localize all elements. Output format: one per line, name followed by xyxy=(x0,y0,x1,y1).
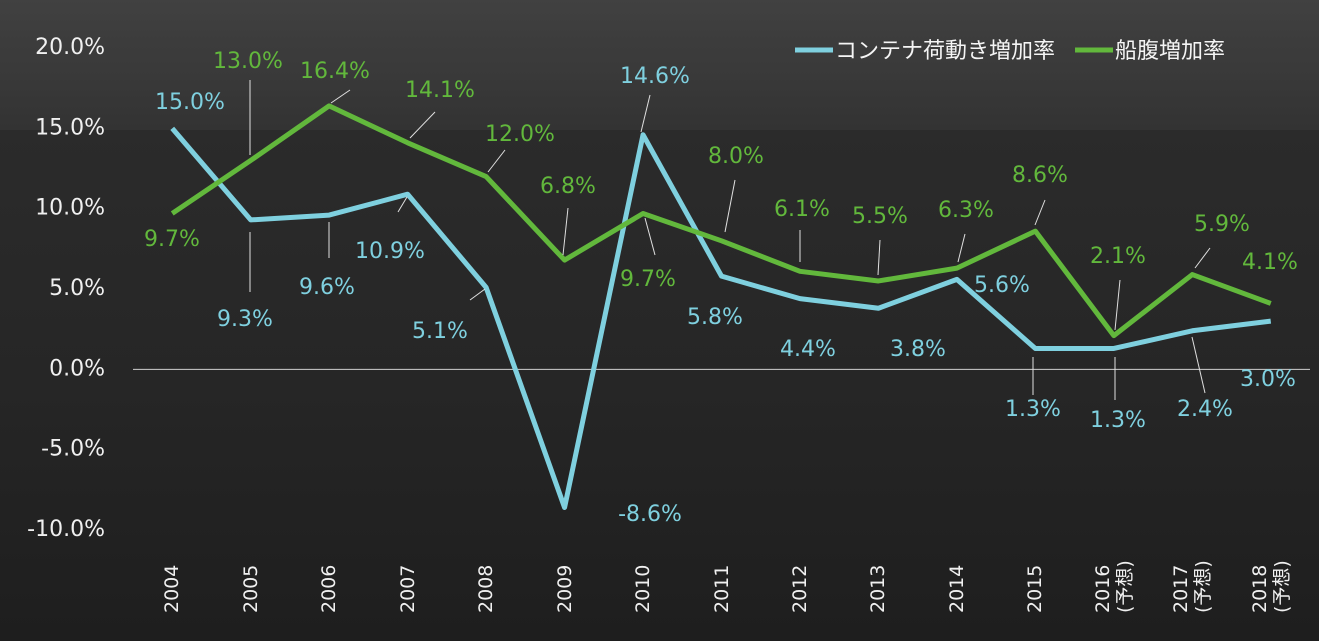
data-label: 6.8% xyxy=(540,174,596,199)
y-tick-label: 5.0% xyxy=(49,276,105,301)
data-label: 9.6% xyxy=(299,275,355,300)
x-tick-label: 2014 xyxy=(946,565,968,613)
data-label: 3.8% xyxy=(890,337,946,362)
y-tick-label: 0.0% xyxy=(49,356,105,381)
data-label: 2.1% xyxy=(1090,244,1146,269)
y-tick-label: 15.0% xyxy=(35,115,105,140)
data-label: 5.6% xyxy=(974,273,1030,298)
leader-line xyxy=(398,197,407,212)
x-tick-label: 2009 xyxy=(554,565,576,613)
data-label: 3.0% xyxy=(1240,367,1296,392)
data-label: 5.9% xyxy=(1194,212,1250,237)
data-label: 9.7% xyxy=(620,267,676,292)
leader-line xyxy=(1195,248,1210,268)
leader-line xyxy=(878,240,880,275)
x-tick-label: 2004 xyxy=(161,565,183,613)
x-tick-label: 2012 xyxy=(789,565,811,613)
x-tick-label: 2010 xyxy=(632,565,654,613)
data-label: 6.1% xyxy=(774,197,830,222)
leader-line xyxy=(488,150,505,172)
data-label: 13.0% xyxy=(213,49,283,74)
leader-line xyxy=(645,218,655,255)
leader-line xyxy=(1115,280,1120,330)
data-label: 1.3% xyxy=(1090,408,1146,433)
x-tick-label: 2016 (予想) xyxy=(1092,560,1136,613)
leader-line xyxy=(958,234,965,262)
data-label: 4.4% xyxy=(780,337,836,362)
data-label: 8.6% xyxy=(1012,163,1068,188)
x-tick-label: 2006 xyxy=(318,565,340,613)
chart: -10.0% -5.0% 0.0% 5.0% 10.0% 15.0% 20.0% 15.0% 9… xyxy=(0,0,1319,641)
data-label: 5.1% xyxy=(412,319,468,344)
data-label: 4.1% xyxy=(1242,250,1298,275)
x-tick-label: 2015 xyxy=(1024,565,1046,613)
data-label: 8.0% xyxy=(708,144,764,169)
data-label: 5.8% xyxy=(687,305,743,330)
data-label: 14.1% xyxy=(405,78,475,103)
data-label: 9.3% xyxy=(217,307,273,332)
leader-line xyxy=(563,208,568,255)
data-label: 2.4% xyxy=(1177,397,1233,422)
leader-line xyxy=(1192,337,1205,393)
series-line xyxy=(172,106,1271,336)
data-label: 10.9% xyxy=(355,239,425,264)
x-tick-label: 2017 (予想) xyxy=(1170,560,1214,613)
data-label: 5.5% xyxy=(852,204,908,229)
chart-page: -10.0% -5.0% 0.0% 5.0% 10.0% 15.0% 20.0% 15.0% 9… xyxy=(0,0,1319,641)
data-label: 12.0% xyxy=(485,122,555,147)
x-tick-label: 2013 xyxy=(867,565,889,613)
x-tick-label: 2011 xyxy=(711,565,733,613)
leader-line xyxy=(1035,200,1045,225)
x-tick-label: 2018 (予想) xyxy=(1249,560,1293,613)
y-tick-label: -10.0% xyxy=(27,517,105,542)
data-label: 16.4% xyxy=(300,59,370,84)
x-tick-label: 2005 xyxy=(240,565,262,613)
legend-label: 船腹増加率 xyxy=(1115,39,1225,64)
leader-line xyxy=(725,180,735,232)
x-tick-label: 2008 xyxy=(475,565,497,613)
legend-label: コンテナ荷動き増加率 xyxy=(835,39,1055,64)
y-tick-label: -5.0% xyxy=(41,437,105,462)
data-label: 1.3% xyxy=(1005,397,1061,422)
data-label: 6.3% xyxy=(938,198,994,223)
data-label: 15.0% xyxy=(155,90,225,115)
y-tick-label: 10.0% xyxy=(35,196,105,221)
data-label: 9.7% xyxy=(144,227,200,252)
data-label: 14.6% xyxy=(620,64,690,89)
leader-line xyxy=(470,289,485,300)
x-tick-label: 2007 xyxy=(397,565,419,613)
y-tick-label: 20.0% xyxy=(35,35,105,60)
data-label: -8.6% xyxy=(618,502,682,527)
